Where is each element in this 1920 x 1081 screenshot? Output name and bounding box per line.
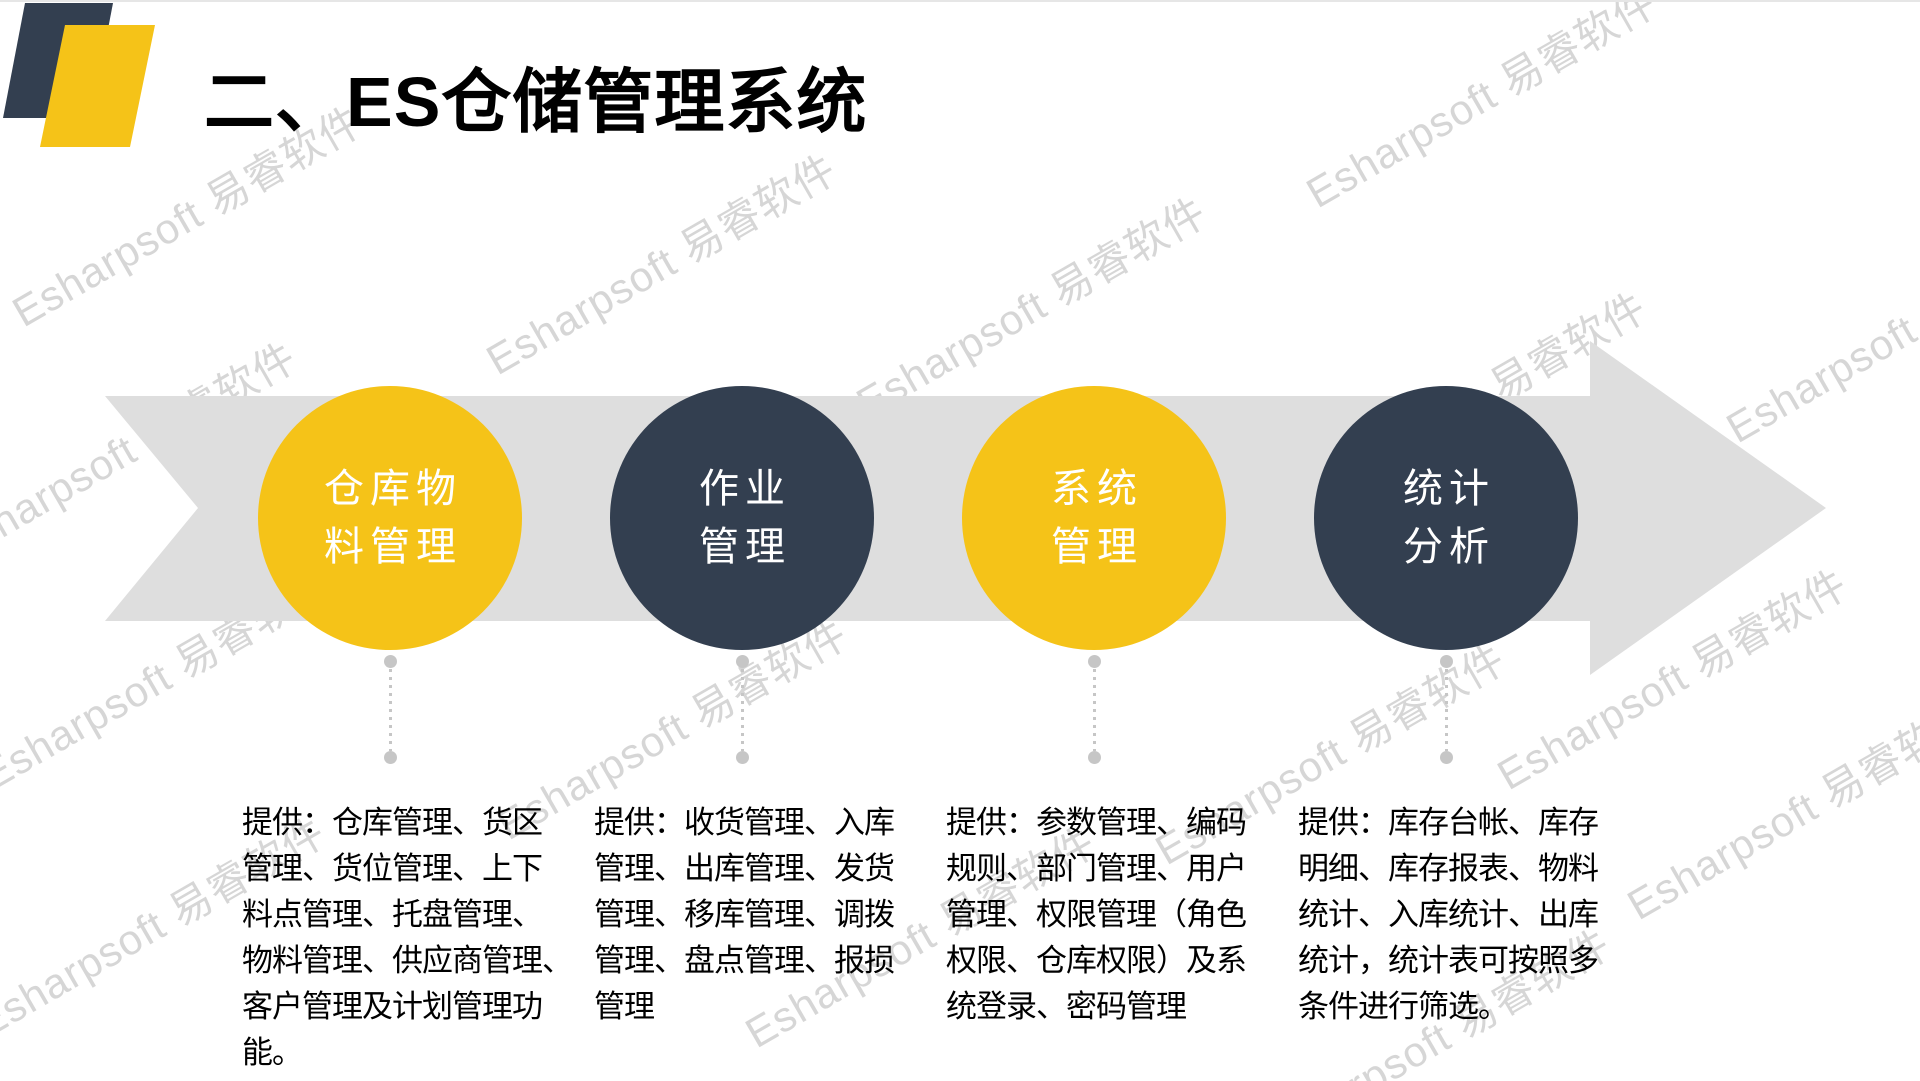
connector-dot-bottom <box>1087 751 1101 764</box>
description-line: 统登录、密码管理 <box>946 989 1187 1024</box>
description-line: 条件进行筛选。 <box>1298 989 1509 1024</box>
step-circle: 系统 管理 <box>962 386 1226 650</box>
slide-title: 二、ES仓储管理系统 <box>204 63 868 141</box>
step-label-line: 统计 <box>1403 466 1495 511</box>
connector-dot-top <box>735 655 749 668</box>
step-description: 提供：收货管理、入库 管理、出库管理、发货 管理、移库管理、调拨 管理、盘点管理、报损… <box>594 800 906 1030</box>
connector-dotted-line <box>1444 669 1448 751</box>
description-line: 管理、移库管理、调拨 <box>594 897 895 932</box>
connector-dot-top <box>1087 655 1101 668</box>
description-line: 统计、入库统计、出库 <box>1298 897 1599 932</box>
step-label: 系统 管理 <box>1045 460 1143 576</box>
step-description: 提供：参数管理、编码 规则、部门管理、用户 管理、权限管理（角色 权限、仓库权限）及系… <box>946 800 1258 1030</box>
description-line: 物料管理、供应商管理、 <box>242 943 573 978</box>
corner-accent-yellow <box>40 25 155 147</box>
step-label-line: 管理 <box>1051 524 1143 569</box>
step-label: 统计 分析 <box>1397 460 1495 576</box>
connector-dot-top <box>383 655 397 668</box>
step-label: 仓库物 料管理 <box>318 460 462 576</box>
step-label-line: 分析 <box>1403 524 1495 569</box>
description-line: 管理、货位管理、上下 <box>242 851 543 886</box>
connector-dot-bottom <box>383 751 397 764</box>
step-description: 提供：仓库管理、货区 管理、货位管理、上下 料点管理、托盘管理、 物料管理、供应商管理… <box>242 800 573 1076</box>
step-description: 提供：库存台帐、库存 明细、库存报表、物料 统计、入库统计、出库 统计，统计表可按照多… <box>1298 800 1610 1030</box>
step-label: 作业 管理 <box>693 460 791 576</box>
step-label-line: 仓库物 <box>324 466 462 511</box>
step-label-line: 管理 <box>699 524 791 569</box>
connector-dotted-line <box>388 669 392 751</box>
step-label-line: 料管理 <box>324 524 462 569</box>
description-line: 管理、权限管理（角色 <box>946 897 1247 932</box>
connector-dot-bottom <box>1439 751 1453 764</box>
description-line: 权限、仓库权限）及系 <box>946 943 1247 978</box>
step-label-line: 作业 <box>699 466 791 511</box>
description-line: 提供：仓库管理、货区 <box>242 805 543 840</box>
step-circle: 仓库物 料管理 <box>258 386 522 650</box>
description-line: 统计，统计表可按照多 <box>1298 943 1599 978</box>
connector-dotted-line <box>1092 669 1096 751</box>
step-circle: 作业 管理 <box>610 386 874 650</box>
slide-top-border <box>0 0 1920 2</box>
description-line: 管理 <box>594 989 655 1024</box>
connector-dot-top <box>1439 655 1453 668</box>
step-circle: 统计 分析 <box>1314 386 1578 650</box>
description-line: 能。 <box>242 1035 303 1070</box>
description-line: 料点管理、托盘管理、 <box>242 897 543 932</box>
description-line: 提供：参数管理、编码 <box>946 805 1247 840</box>
description-line: 规则、部门管理、用户 <box>946 851 1247 886</box>
step-label-line: 系统 <box>1051 466 1143 511</box>
description-line: 管理、盘点管理、报损 <box>594 943 895 978</box>
description-line: 明细、库存报表、物料 <box>1298 851 1599 886</box>
description-line: 管理、出库管理、发货 <box>594 851 895 886</box>
description-line: 客户管理及计划管理功 <box>242 989 543 1024</box>
connector-dot-bottom <box>735 751 749 764</box>
description-line: 提供：收货管理、入库 <box>594 805 895 840</box>
description-line: 提供：库存台帐、库存 <box>1298 805 1599 840</box>
connector-dotted-line <box>740 669 744 751</box>
